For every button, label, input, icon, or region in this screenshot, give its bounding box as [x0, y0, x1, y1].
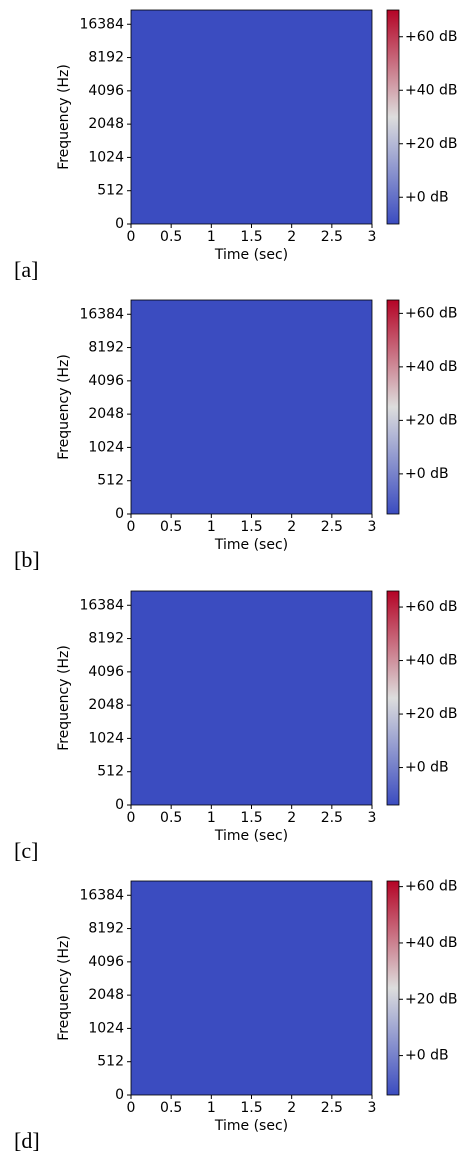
- spectrogram-image: [131, 300, 372, 514]
- x-tick-label: 1.5: [240, 519, 262, 535]
- y-tick-label: 1024: [88, 439, 124, 455]
- panel-label: [d]: [14, 1128, 40, 1153]
- y-tick-label: 2048: [88, 987, 124, 1003]
- x-tick-label: 1: [207, 810, 216, 826]
- y-axis-label: Frequency (Hz): [56, 64, 72, 170]
- x-tick-label: 1.5: [240, 810, 262, 826]
- panel-label: [a]: [14, 257, 38, 282]
- x-tick-label: 3: [368, 229, 377, 245]
- colorbar-tick-label: +0 dB: [405, 1048, 449, 1064]
- y-tick-label: 16384: [79, 887, 124, 903]
- y-axis-label: Frequency (Hz): [56, 354, 72, 460]
- y-tick-label: 0: [115, 506, 124, 522]
- colorbar-tick-label: +60 dB: [405, 879, 458, 895]
- y-tick-label: 0: [115, 216, 124, 232]
- colorbar-tick-label: +20 dB: [405, 706, 458, 722]
- panel: 0 0.5 1 1.5 2 2.5 3 0 512 1024 2048 4096 8192 16384 Ti…: [14, 879, 458, 1153]
- x-axis-label: Time (sec): [214, 1118, 288, 1134]
- panel-label: [c]: [14, 838, 38, 863]
- x-tick-label: 2.5: [321, 1100, 343, 1116]
- y-tick-label: 16384: [79, 306, 124, 322]
- x-tick-label: 1.5: [240, 229, 262, 245]
- colorbar-tick-label: +20 dB: [405, 136, 458, 152]
- y-tick-label: 4096: [88, 664, 124, 680]
- x-tick-label: 2: [287, 810, 296, 826]
- panel: 0 0.5 1 1.5 2 2.5 3 0 512 1024 2048 4096 8192 16384 Ti…: [14, 590, 458, 863]
- y-axis-label: Frequency (Hz): [56, 935, 72, 1041]
- x-tick-label: 1: [207, 519, 216, 535]
- y-tick-label: 4096: [88, 83, 124, 99]
- panel: 0 0.5 1 1.5 2 2.5 3 0 512 1024 2048 4096 8192 16384 Ti…: [14, 9, 458, 282]
- colorbar-tick-label: +40 dB: [405, 935, 458, 951]
- panel: 0 0.5 1 1.5 2 2.5 3 0 512 1024 2048 4096 8192 16384 Ti…: [14, 299, 458, 572]
- y-tick-label: 0: [115, 797, 124, 813]
- y-tick-label: 4096: [88, 954, 124, 970]
- x-tick-label: 0: [127, 229, 136, 245]
- colorbar-tick-label: +20 dB: [405, 412, 458, 428]
- x-tick-label: 2: [287, 229, 296, 245]
- colorbar-tick-label: +0 dB: [405, 466, 449, 482]
- colorbar-tick-label: +60 dB: [405, 305, 458, 321]
- colorbar-tick-label: +0 dB: [405, 189, 449, 205]
- y-tick-label: 8192: [88, 50, 124, 66]
- x-tick-label: 2.5: [321, 229, 343, 245]
- colorbar-tick-label: +40 dB: [405, 82, 458, 98]
- x-tick-label: 3: [368, 1100, 377, 1116]
- x-tick-label: 1: [207, 1100, 216, 1116]
- colorbar: [386, 299, 400, 515]
- y-tick-label: 1024: [88, 1020, 124, 1036]
- x-tick-label: 0: [127, 810, 136, 826]
- y-tick-label: 512: [97, 764, 124, 780]
- x-tick-label: 0.5: [160, 810, 182, 826]
- x-tick-label: 2: [287, 1100, 296, 1116]
- y-tick-label: 1024: [88, 149, 124, 165]
- y-tick-label: 512: [97, 183, 124, 199]
- colorbar-tick-label: +60 dB: [405, 29, 458, 45]
- colorbar: [386, 9, 400, 225]
- colorbar-tick-label: +20 dB: [405, 991, 458, 1007]
- y-axis-label: Frequency (Hz): [56, 645, 72, 751]
- x-tick-label: 2.5: [321, 810, 343, 826]
- x-tick-label: 2: [287, 519, 296, 535]
- y-tick-label: 8192: [88, 631, 124, 647]
- colorbar-tick-label: +40 dB: [405, 359, 458, 375]
- x-tick-label: 0.5: [160, 229, 182, 245]
- x-axis-label: Time (sec): [214, 537, 288, 553]
- y-tick-label: 16384: [79, 597, 124, 613]
- y-tick-label: 8192: [88, 921, 124, 937]
- y-tick-label: 16384: [79, 16, 124, 32]
- colorbar-tick-label: +60 dB: [405, 599, 458, 615]
- x-tick-label: 1.5: [240, 1100, 262, 1116]
- colorbar-tick-label: +0 dB: [405, 760, 449, 776]
- colorbar: [386, 590, 400, 806]
- y-tick-label: 512: [97, 473, 124, 489]
- y-tick-label: 8192: [88, 340, 124, 356]
- y-tick-label: 2048: [88, 697, 124, 713]
- spectrogram-image: [131, 881, 372, 1095]
- spectrogram-image: [131, 10, 372, 224]
- y-tick-label: 2048: [88, 406, 124, 422]
- panel-label: [b]: [14, 547, 40, 572]
- y-tick-label: 2048: [88, 116, 124, 132]
- x-axis-label: Time (sec): [214, 247, 288, 263]
- y-tick-label: 512: [97, 1054, 124, 1070]
- colorbar: [386, 880, 400, 1096]
- x-tick-label: 2.5: [321, 519, 343, 535]
- colorbar-tick-label: +40 dB: [405, 653, 458, 669]
- spectrogram-image: [131, 591, 372, 805]
- x-tick-label: 3: [368, 519, 377, 535]
- x-tick-label: 1: [207, 229, 216, 245]
- y-tick-label: 4096: [88, 373, 124, 389]
- y-tick-label: 1024: [88, 730, 124, 746]
- x-tick-label: 3: [368, 810, 377, 826]
- x-tick-label: 0: [127, 1100, 136, 1116]
- x-tick-label: 0.5: [160, 519, 182, 535]
- y-tick-label: 0: [115, 1087, 124, 1103]
- x-tick-label: 0: [127, 519, 136, 535]
- x-axis-label: Time (sec): [214, 828, 288, 844]
- x-tick-label: 0.5: [160, 1100, 182, 1116]
